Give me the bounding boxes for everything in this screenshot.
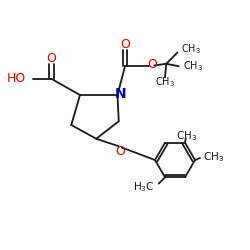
Text: CH$_3$: CH$_3$ bbox=[155, 76, 175, 90]
Text: CH$_3$: CH$_3$ bbox=[176, 130, 198, 143]
Text: N: N bbox=[115, 87, 126, 101]
Text: O: O bbox=[147, 58, 157, 71]
Text: H$_3$C: H$_3$C bbox=[134, 180, 155, 194]
Text: O: O bbox=[46, 52, 56, 65]
Text: O: O bbox=[115, 145, 125, 158]
Text: O: O bbox=[120, 38, 130, 51]
Text: CH$_3$: CH$_3$ bbox=[203, 150, 224, 164]
Text: CH$_3$: CH$_3$ bbox=[182, 59, 203, 73]
Text: CH$_3$: CH$_3$ bbox=[181, 42, 201, 56]
Text: HO: HO bbox=[7, 72, 26, 85]
